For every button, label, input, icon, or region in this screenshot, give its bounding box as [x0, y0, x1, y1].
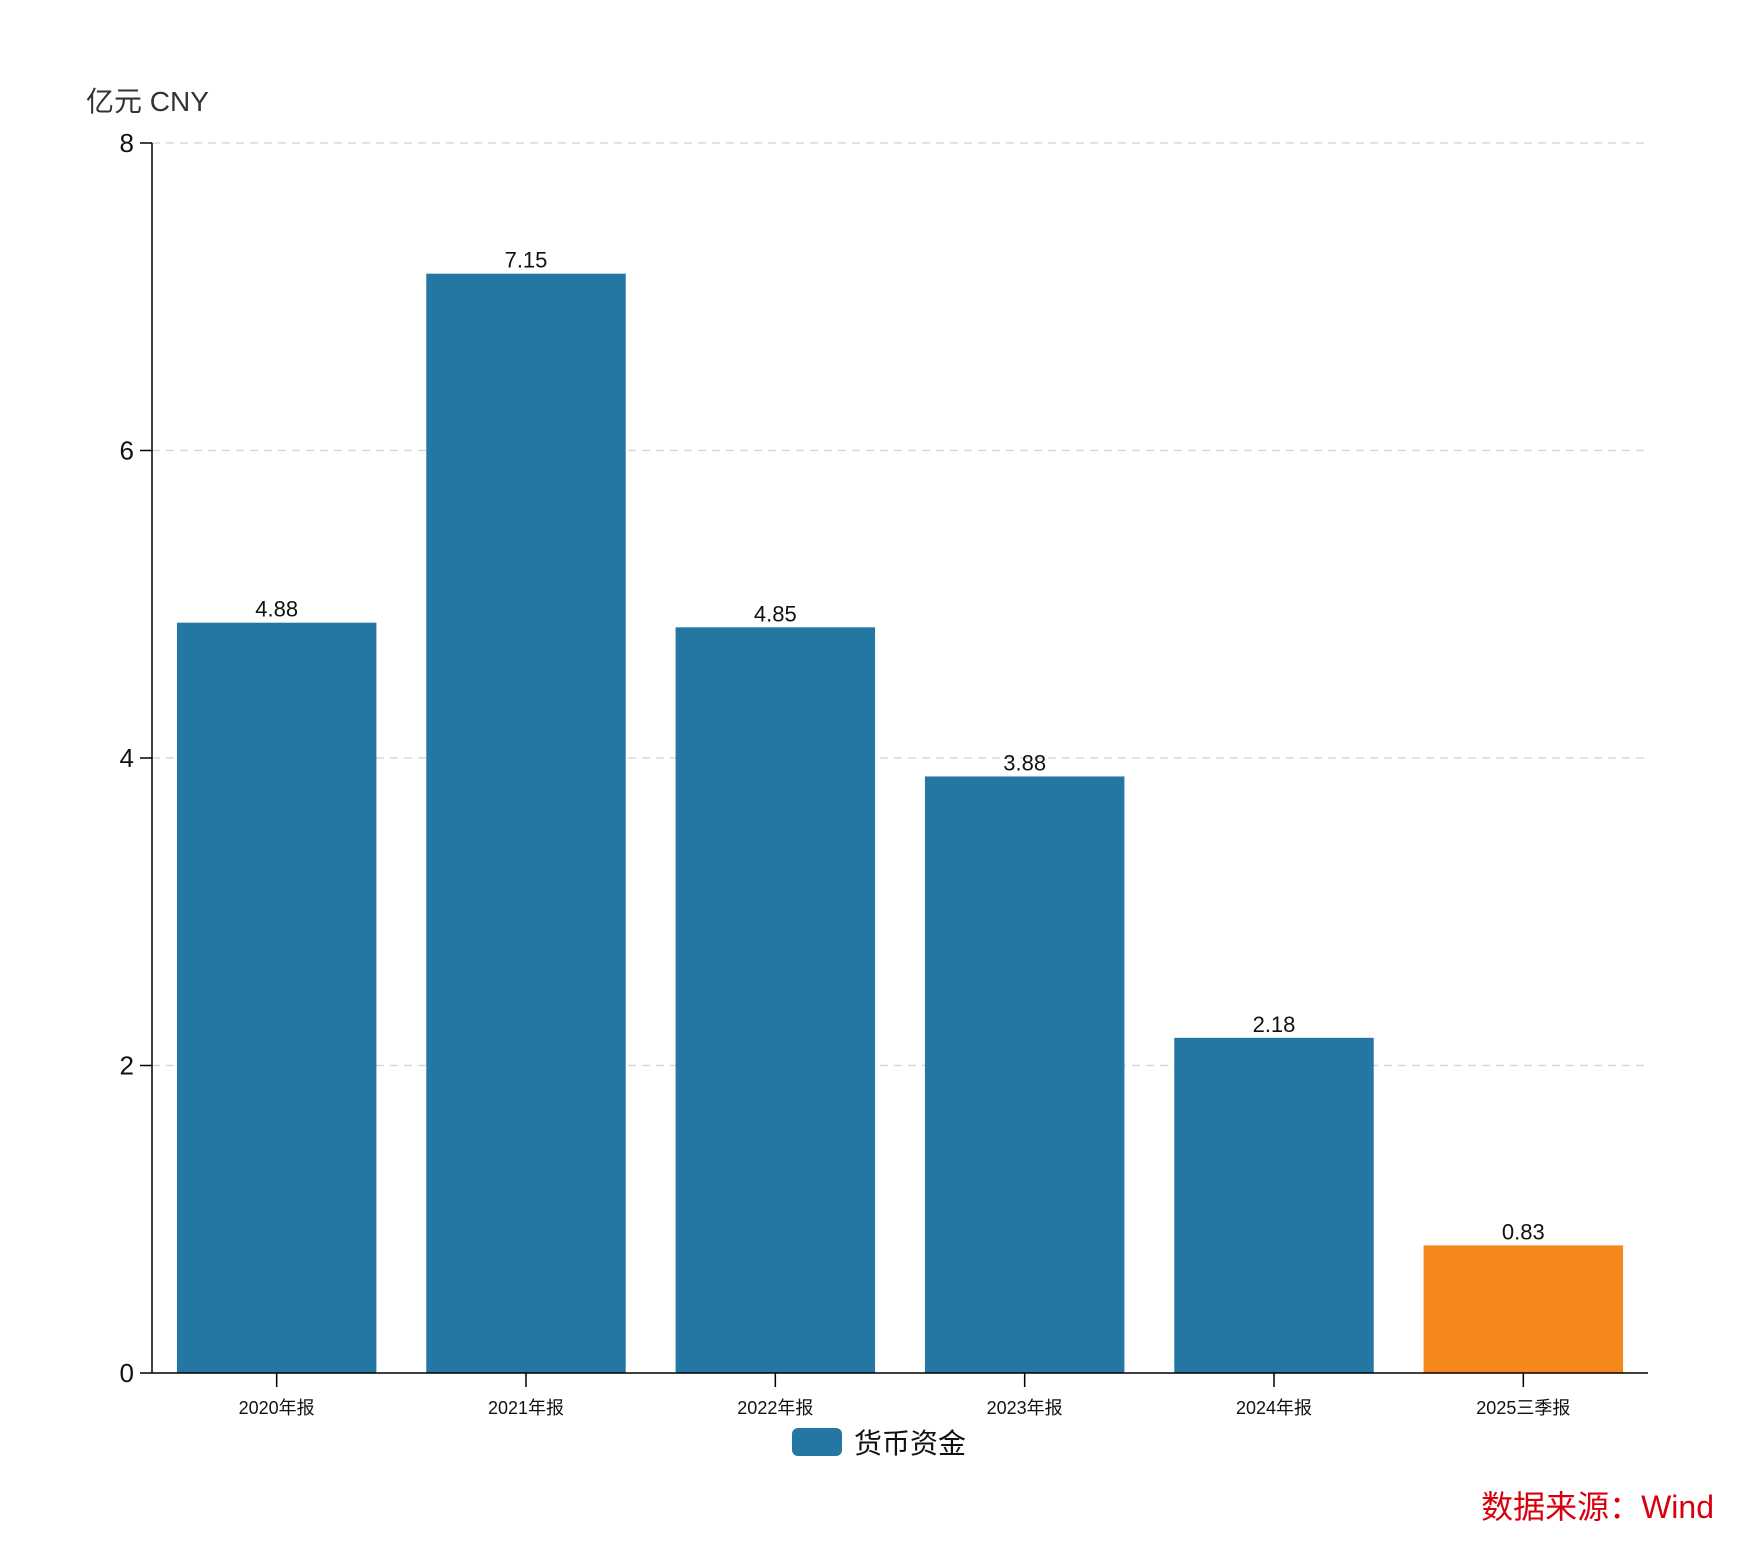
y-unit-label: 亿元 CNY [86, 86, 209, 117]
x-tick-label: 2024年报 [1236, 1398, 1312, 1418]
bar [1174, 1037, 1374, 1373]
bar [426, 273, 626, 1373]
legend-label: 货币资金 [854, 1428, 967, 1459]
x-tick-label: 2025三季报 [1476, 1398, 1570, 1418]
bar-value-label: 4.88 [255, 597, 298, 622]
x-tick-label: 2020年报 [239, 1398, 315, 1418]
y-tick-label: 4 [120, 743, 134, 773]
y-tick-label: 6 [120, 436, 134, 466]
bar-value-label: 0.83 [1502, 1219, 1545, 1244]
x-tick-label: 2023年报 [987, 1398, 1063, 1418]
y-tick-label: 2 [120, 1051, 134, 1081]
y-tick-label: 0 [120, 1358, 134, 1388]
x-tick-label: 2021年报 [488, 1398, 564, 1418]
bar-value-label: 3.88 [1003, 750, 1046, 775]
bar [1423, 1245, 1624, 1373]
bar [924, 776, 1125, 1373]
bar [176, 622, 377, 1373]
bar [675, 627, 876, 1373]
legend: 货币资金 [792, 1422, 966, 1462]
x-tick-label: 2022年报 [737, 1398, 813, 1418]
data-source-note: 数据来源：Wind [1481, 1489, 1714, 1525]
bar-value-label: 4.85 [754, 601, 797, 626]
bar-value-label: 7.15 [505, 248, 548, 273]
bar-value-label: 2.18 [1253, 1012, 1296, 1037]
y-tick-label: 8 [120, 128, 134, 158]
legend-swatch [792, 1428, 842, 1456]
